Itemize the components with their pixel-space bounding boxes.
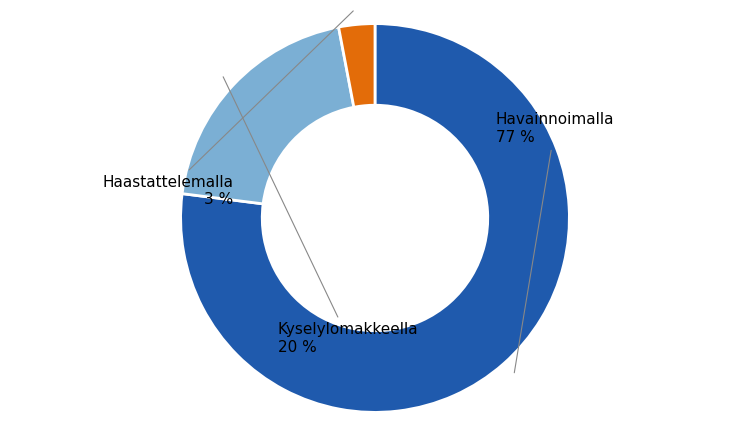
Text: Haastattelemalla
3 %: Haastattelemalla 3 %	[102, 11, 353, 207]
Wedge shape	[182, 27, 354, 204]
Text: Kyselylomakkeella
20 %: Kyselylomakkeella 20 %	[224, 77, 419, 355]
Text: Havainnoimalla
77 %: Havainnoimalla 77 %	[496, 112, 614, 373]
Wedge shape	[181, 24, 569, 412]
Wedge shape	[338, 24, 375, 107]
